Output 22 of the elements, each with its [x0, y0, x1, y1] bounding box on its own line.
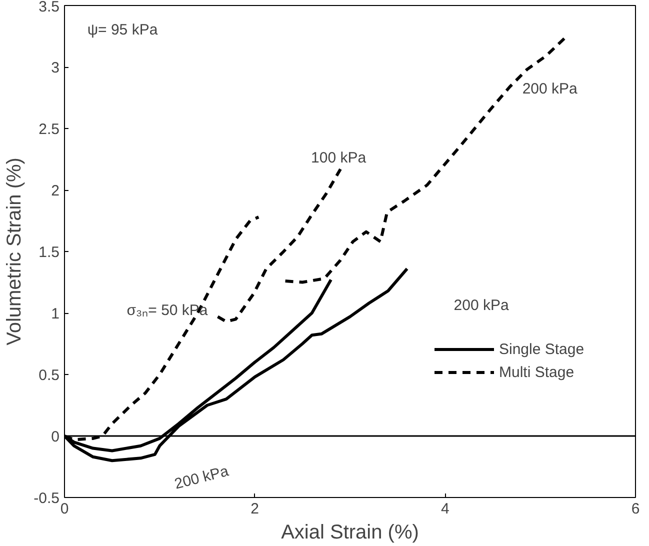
- legend-label: Multi Stage: [499, 364, 574, 380]
- annotation: σ₃ₙ= 50 kPa: [126, 302, 208, 320]
- x-tick-label: 2: [250, 500, 260, 518]
- y-tick-label: 1.5: [38, 244, 60, 261]
- annotation: ψ= 95 kPa: [87, 22, 158, 39]
- x-axis-title: Axial Strain (%): [281, 522, 419, 544]
- y-axis-title: Volumetric Strain (%): [4, 158, 26, 346]
- annotation: 100 kPa: [311, 150, 367, 167]
- y-tick-label: 0.5: [38, 367, 60, 384]
- y-tick-label: -0.5: [34, 490, 60, 507]
- x-tick-label: 4: [440, 500, 450, 518]
- y-tick-label: 3.5: [38, 0, 60, 16]
- y-tick-label: 2: [51, 182, 60, 200]
- annotation: 200 kPa: [522, 80, 578, 98]
- y-tick-label: 1: [51, 306, 60, 322]
- annotation: 200 kPa: [454, 297, 510, 314]
- annotation: 200 kPa: [172, 462, 231, 493]
- legend-label: Single Stage: [499, 340, 584, 358]
- y-tick-label: 2.5: [38, 121, 60, 138]
- x-tick-label: 6: [631, 500, 640, 518]
- y-tick-label: 0: [51, 428, 60, 446]
- y-tick-label: 3: [51, 60, 60, 76]
